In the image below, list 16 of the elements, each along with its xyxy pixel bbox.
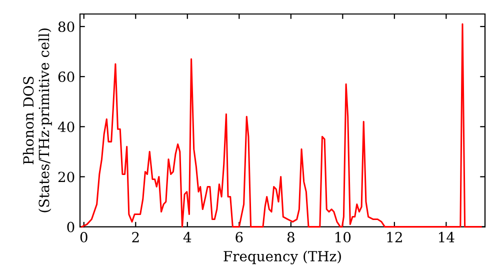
x-tick-label: 8 <box>287 232 294 242</box>
x-tick-label: 12 <box>387 232 402 242</box>
x-axis-title: Frequency (THz) <box>224 250 341 264</box>
x-tick-label: 6 <box>236 232 243 242</box>
y-tick-label: 20 <box>58 172 74 182</box>
x-tick-label: 4 <box>183 232 192 242</box>
y-axis-title: Phonon DOS (States/THz·primitive cell) <box>22 28 52 212</box>
y-tick-label: 40 <box>58 122 74 132</box>
x-tick-label: 10 <box>336 232 351 242</box>
line-series <box>81 23 482 228</box>
x-tick-label: 0 <box>80 232 88 242</box>
y-tick-label: 80 <box>58 21 74 32</box>
y-tick-label: 0 <box>67 222 74 232</box>
x-tick-label: 14 <box>439 232 454 242</box>
x-tick-label: 2 <box>132 232 139 242</box>
y-tick-label: 60 <box>58 72 74 82</box>
